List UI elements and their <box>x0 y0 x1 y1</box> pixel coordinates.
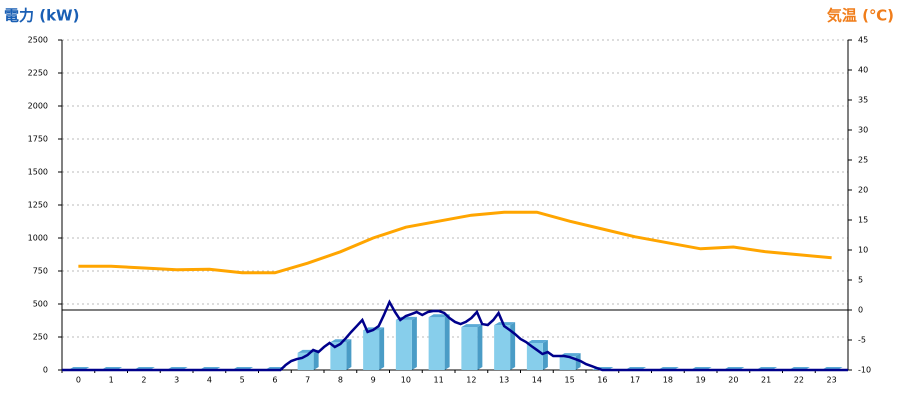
bar-top <box>428 314 450 318</box>
x-tick-label: 13 <box>499 376 509 385</box>
x-tick-label: 1 <box>109 376 114 385</box>
power-line <box>62 299 848 372</box>
bar <box>526 342 543 370</box>
y2-tick-label: 10 <box>858 246 868 255</box>
y-tick-label: 500 <box>33 300 48 309</box>
x-tick-label: 10 <box>401 376 411 385</box>
y-tick-label: 250 <box>33 333 48 342</box>
x-tick-label: 20 <box>728 376 738 385</box>
bar <box>461 327 478 370</box>
y2-tick-label: 40 <box>858 66 868 75</box>
x-tick-label: 21 <box>761 376 771 385</box>
y2-tick-label: 15 <box>858 216 868 225</box>
y2-tick-label: 5 <box>858 276 863 285</box>
bar-side <box>477 324 483 370</box>
bar-side <box>510 322 516 370</box>
x-tick-label: 0 <box>76 376 81 385</box>
y-tick-label: 1500 <box>28 168 48 177</box>
y-tick-label: 1000 <box>28 234 48 243</box>
x-tick-label: 17 <box>630 376 640 385</box>
bar-side <box>444 314 450 370</box>
x-tick-label: 16 <box>597 376 607 385</box>
y-tick-label: 1750 <box>28 135 48 144</box>
y-tick-label: 0 <box>43 366 48 375</box>
y-tick-label: 2250 <box>28 69 48 78</box>
x-tick-label: 2 <box>141 376 146 385</box>
y-tick-label: 2500 <box>28 36 48 45</box>
bar <box>330 342 347 370</box>
y2-tick-label: -5 <box>858 336 866 345</box>
bar <box>494 325 511 370</box>
bar <box>363 330 380 370</box>
x-tick-label: 9 <box>371 376 376 385</box>
x-tick-label: 15 <box>565 376 575 385</box>
y2-tick-label: 35 <box>858 96 868 105</box>
y2-tick-label: 25 <box>858 156 868 165</box>
x-tick-label: 7 <box>305 376 310 385</box>
y2-tick-label: -10 <box>858 366 871 375</box>
x-tick-label: 18 <box>663 376 673 385</box>
x-tick-label: 3 <box>174 376 179 385</box>
bar-side <box>346 339 352 370</box>
bar-side <box>379 327 385 370</box>
y2-axis-title: 気温 (℃) <box>827 7 894 25</box>
bar-side <box>313 349 319 370</box>
bar-side <box>542 339 548 370</box>
y2-tick-label: 20 <box>858 186 868 195</box>
x-tick-label: 23 <box>827 376 837 385</box>
bar <box>559 356 576 370</box>
bar <box>428 317 445 370</box>
y-axis-title: 電力 (kW) <box>4 7 79 25</box>
bar-top <box>526 339 548 343</box>
bar-side <box>411 316 417 370</box>
x-tick-label: 5 <box>240 376 245 385</box>
y2-tick-label: 0 <box>858 306 863 315</box>
x-tick-label: 22 <box>794 376 804 385</box>
bar-side <box>575 353 581 370</box>
x-tick-label: 6 <box>272 376 277 385</box>
bar-top <box>494 322 516 326</box>
y2-tick-label: 30 <box>858 126 868 135</box>
x-tick-label: 19 <box>696 376 706 385</box>
bar-top <box>330 339 352 343</box>
x-tick-label: 12 <box>466 376 476 385</box>
x-tick-label: 8 <box>338 376 343 385</box>
y-tick-label: 2000 <box>28 102 48 111</box>
x-tick-label: 11 <box>434 376 444 385</box>
x-tick-label: 14 <box>532 376 542 385</box>
x-tick-label: 4 <box>207 376 212 385</box>
y2-tick-label: 45 <box>858 36 868 45</box>
y-tick-label: 750 <box>33 267 48 276</box>
y-tick-label: 1250 <box>28 201 48 210</box>
bar-top <box>461 324 483 328</box>
temperature-line <box>78 210 832 275</box>
bar <box>395 319 412 370</box>
